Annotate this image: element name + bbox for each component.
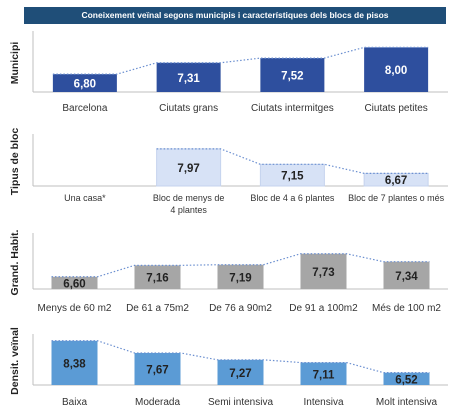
chart-title: Coneixement veïnal segons municipis i ca… [24, 7, 446, 24]
y-axis-label: Municipi [9, 42, 21, 85]
bar [363, 172, 429, 187]
data-label: 8,00 [385, 65, 407, 77]
category-label: Ciutats petites [364, 103, 427, 114]
category-label: Ciutats grans [159, 103, 218, 114]
bar [217, 359, 264, 385]
bar [383, 372, 430, 385]
bar [134, 265, 181, 289]
bar [52, 74, 117, 92]
chart-panel-3: Grand. Habit. 6,60 Menys de 60 m2 7,16 De 61… [9, 229, 448, 314]
y-axis-label: Tipus de bloc [9, 128, 21, 196]
data-label: 6,52 [395, 374, 417, 386]
category-label: De 91 a 100m2 [289, 303, 358, 314]
chart-panel-2: Tipus de bloc Una casa* 7,97 Bloc de menys … [9, 128, 448, 215]
data-label: 7,31 [177, 73, 200, 85]
data-label: 7,15 [281, 171, 304, 183]
trend-line [52, 46, 429, 75]
category-label: Intensiva [303, 397, 343, 408]
bar [300, 253, 347, 289]
data-label: 7,19 [229, 272, 251, 284]
data-label: 7,27 [229, 368, 251, 380]
data-label: 7,97 [177, 163, 199, 175]
chart-panel-1: Municipi 6,80 Barcelona 7,31 Ciutats grans 7,… [9, 31, 448, 114]
bar [383, 261, 430, 289]
trend-line [156, 148, 429, 174]
bar [156, 148, 222, 187]
data-label: 7,67 [146, 364, 168, 376]
bar [51, 276, 98, 289]
chart-panel-4: Densit. veïnal 8,38 Baixa 7,67 Moderada 7,27 S… [9, 327, 448, 408]
category-label: Bloc de menys de [153, 193, 225, 203]
category-label: Menys de 60 m2 [38, 303, 112, 314]
bar [260, 58, 325, 92]
category-label: De 76 a 90m2 [209, 303, 272, 314]
data-label: 6,67 [385, 175, 407, 187]
bar [364, 47, 429, 92]
category-label: De 61 a 75m2 [126, 303, 189, 314]
data-label: 7,34 [395, 271, 418, 283]
category-label: Bloc de 7 plantes o més [348, 193, 445, 203]
category-label: Una casa* [64, 193, 106, 203]
bar [134, 352, 181, 385]
data-label: 7,52 [281, 71, 303, 83]
category-label: Més de 100 m2 [372, 303, 441, 314]
y-axis-label: Densit. veïnal [9, 327, 21, 395]
y-axis-label: Grand. Habit. [9, 229, 21, 295]
bar [217, 264, 264, 289]
data-label: 8,38 [63, 358, 86, 370]
data-label: 6,60 [63, 278, 85, 290]
bar [51, 340, 98, 385]
category-label: Semi intensiva [208, 397, 273, 408]
data-label: 7,73 [312, 267, 334, 279]
category-label: Moderada [135, 397, 180, 408]
bar [156, 62, 221, 92]
bar [300, 362, 347, 385]
category-label: 4 plantes [170, 205, 207, 215]
data-label: 7,11 [313, 369, 335, 381]
bar [259, 163, 325, 187]
category-label: Barcelona [62, 103, 107, 114]
category-label: Baixa [62, 397, 87, 408]
category-label: Ciutats intermitges [251, 103, 334, 114]
data-label: 7,16 [146, 273, 168, 285]
category-label: Molt intensiva [376, 397, 438, 408]
data-label: 6,80 [74, 79, 96, 91]
category-label: Bloc de 4 a 6 plantes [250, 193, 335, 203]
